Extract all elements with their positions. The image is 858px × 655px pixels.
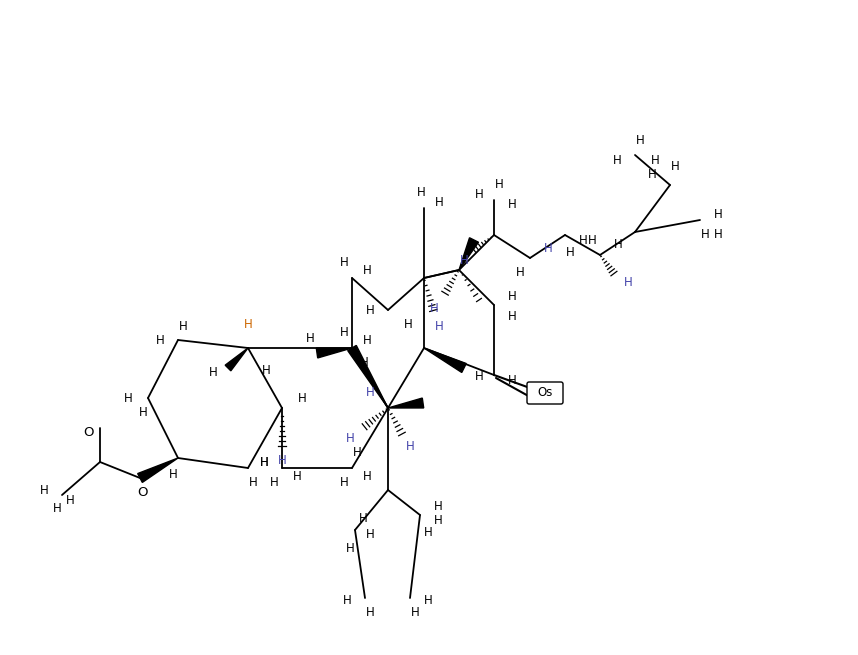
Text: H: H bbox=[169, 468, 178, 481]
Text: H: H bbox=[353, 447, 361, 460]
Text: H: H bbox=[565, 246, 574, 259]
Polygon shape bbox=[317, 348, 352, 358]
Text: H: H bbox=[508, 310, 517, 324]
FancyBboxPatch shape bbox=[527, 382, 563, 404]
Text: H: H bbox=[340, 326, 348, 339]
Polygon shape bbox=[424, 348, 466, 373]
Text: H: H bbox=[636, 134, 644, 147]
Text: H: H bbox=[360, 356, 368, 369]
Text: H: H bbox=[430, 301, 438, 314]
Text: H: H bbox=[411, 607, 420, 620]
Text: H: H bbox=[648, 168, 656, 181]
Text: H: H bbox=[278, 453, 287, 466]
Text: H: H bbox=[714, 229, 722, 242]
Text: H: H bbox=[340, 476, 348, 489]
Text: H: H bbox=[366, 386, 374, 400]
Text: H: H bbox=[244, 318, 252, 331]
Polygon shape bbox=[459, 238, 479, 270]
Text: H: H bbox=[359, 512, 367, 525]
Text: H: H bbox=[346, 432, 354, 445]
Text: H: H bbox=[340, 257, 348, 269]
Text: H: H bbox=[474, 369, 483, 383]
Text: H: H bbox=[293, 470, 301, 483]
Text: H: H bbox=[435, 320, 444, 333]
Text: H: H bbox=[714, 208, 722, 221]
Text: H: H bbox=[260, 457, 269, 470]
Text: H: H bbox=[433, 500, 443, 514]
Text: H: H bbox=[366, 529, 374, 542]
Text: H: H bbox=[249, 476, 257, 489]
Text: H: H bbox=[366, 303, 374, 316]
Text: H: H bbox=[178, 320, 187, 333]
Polygon shape bbox=[347, 345, 388, 408]
Text: H: H bbox=[460, 253, 468, 267]
Polygon shape bbox=[137, 458, 178, 483]
Text: H: H bbox=[366, 607, 374, 620]
Text: H: H bbox=[406, 440, 414, 453]
Text: H: H bbox=[588, 233, 596, 246]
Text: H: H bbox=[474, 189, 483, 202]
Text: H: H bbox=[516, 265, 524, 278]
Text: H: H bbox=[363, 333, 372, 346]
Text: H: H bbox=[346, 542, 354, 555]
Text: H: H bbox=[124, 392, 132, 405]
Text: H: H bbox=[613, 153, 621, 166]
Text: H: H bbox=[155, 333, 165, 346]
Text: H: H bbox=[417, 187, 426, 200]
Text: H: H bbox=[260, 457, 269, 470]
Text: H: H bbox=[433, 514, 443, 527]
Text: H: H bbox=[613, 238, 622, 252]
Text: H: H bbox=[363, 263, 372, 276]
Text: H: H bbox=[342, 595, 352, 607]
Text: H: H bbox=[494, 179, 504, 191]
Text: H: H bbox=[650, 153, 660, 166]
Text: H: H bbox=[508, 373, 517, 386]
Text: H: H bbox=[52, 502, 62, 515]
Polygon shape bbox=[388, 398, 424, 408]
Text: H: H bbox=[435, 196, 444, 210]
Text: H: H bbox=[65, 493, 75, 506]
Text: H: H bbox=[624, 276, 632, 290]
Text: O: O bbox=[136, 485, 148, 498]
Text: H: H bbox=[269, 476, 278, 489]
Text: Os: Os bbox=[537, 386, 553, 400]
Text: H: H bbox=[424, 595, 432, 607]
Text: H: H bbox=[671, 160, 680, 174]
Text: H: H bbox=[424, 527, 432, 540]
Text: H: H bbox=[403, 318, 413, 331]
Text: H: H bbox=[508, 198, 517, 212]
Text: H: H bbox=[701, 229, 710, 242]
Text: H: H bbox=[262, 364, 270, 377]
Text: H: H bbox=[305, 331, 314, 345]
Text: H: H bbox=[508, 291, 517, 303]
Text: H: H bbox=[39, 483, 48, 496]
Text: H: H bbox=[578, 233, 588, 246]
Text: H: H bbox=[544, 242, 553, 255]
Text: O: O bbox=[82, 426, 94, 440]
Text: H: H bbox=[208, 367, 217, 379]
Polygon shape bbox=[225, 348, 248, 371]
Text: H: H bbox=[298, 392, 306, 405]
Text: H: H bbox=[363, 470, 372, 483]
Text: H: H bbox=[139, 405, 148, 419]
